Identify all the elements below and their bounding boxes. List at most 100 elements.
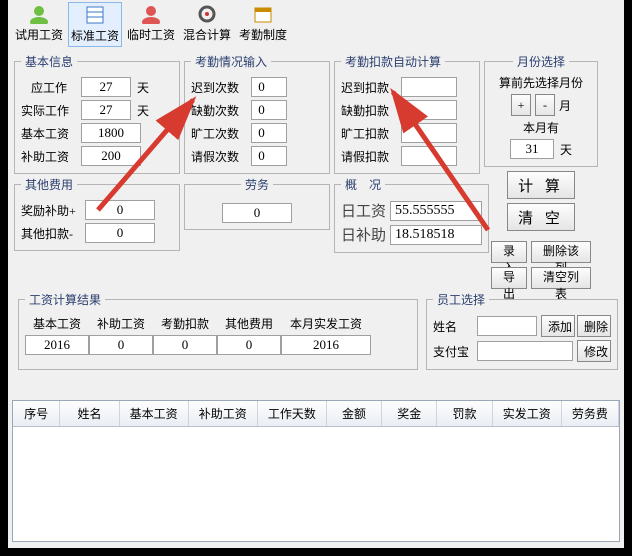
results-other (217, 335, 281, 355)
unit-month: 月 (559, 97, 571, 114)
toolbar-label: 考勤制度 (239, 28, 287, 42)
modify-button[interactable]: 修改 (577, 340, 611, 362)
calendar-icon (251, 4, 275, 24)
actual-work-input[interactable] (81, 100, 131, 120)
leave-count-input[interactable] (251, 146, 287, 166)
name-label: 姓名 (433, 318, 473, 335)
daily-subsidy-label: 日补助 (341, 224, 386, 245)
month-minus-button[interactable]: - (535, 94, 555, 116)
late-count-label: 迟到次数 (191, 79, 247, 96)
alipay-input[interactable] (477, 341, 573, 361)
table-header[interactable]: 基本工资 (120, 401, 189, 426)
unit-day: 天 (137, 102, 149, 119)
data-table[interactable]: 序号姓名基本工资补助工资工作天数金额奖金罚款实发工资劳务费 (12, 400, 620, 542)
toolbar-attendance-rules[interactable]: 考勤制度 (236, 2, 290, 47)
results-deduct (153, 335, 217, 355)
month-plus-button[interactable]: + (511, 94, 531, 116)
employee-group: 员工选择 姓名 添加删除 支付宝 修改 (426, 291, 618, 370)
leave-count-label: 请假次数 (191, 148, 247, 165)
absent-count-label: 缺勤次数 (191, 102, 247, 119)
clear-button[interactable]: 清 空 (507, 203, 575, 231)
month-legend: 月份选择 (513, 53, 569, 70)
add-button[interactable]: 添加 (541, 315, 575, 337)
bonus-label: 奖励补助+ (21, 202, 81, 219)
attendance-input-group: 考勤情况输入 迟到次数 缺勤次数 旷工次数 请假次数 (184, 53, 330, 174)
labor-group: 劳务 (184, 176, 330, 230)
table-header[interactable]: 实发工资 (493, 401, 562, 426)
absent-deduct-label: 缺勤扣款 (341, 102, 397, 119)
unit-day: 天 (137, 79, 149, 96)
absent-deduct-input[interactable] (401, 100, 457, 120)
leave-deduct-input[interactable] (401, 146, 457, 166)
late-deduct-input[interactable] (401, 77, 457, 97)
calc-button[interactable]: 计 算 (507, 171, 575, 199)
basic-info-legend: 基本信息 (21, 53, 77, 70)
other-deduct-input[interactable] (85, 223, 155, 243)
leave-deduct-label: 请假扣款 (341, 148, 397, 165)
other-fee-group: 其他费用 奖励补助+ 其他扣款- (14, 176, 180, 251)
overview-group: 概 况 日工资 日补助 (334, 176, 489, 253)
daily-salary-value (390, 201, 482, 221)
gear-icon (195, 4, 219, 24)
toolbar-standard-salary[interactable]: 标准工资 (68, 2, 122, 47)
person-icon (27, 4, 51, 24)
daily-subsidy-value (390, 225, 482, 245)
skip-deduct-input[interactable] (401, 123, 457, 143)
month-group: 月份选择 算前先选择月份 + - 月 本月有 天 (484, 53, 598, 167)
delete-button[interactable]: 删除 (577, 315, 611, 337)
bonus-input[interactable] (85, 200, 155, 220)
table-header[interactable]: 姓名 (60, 401, 119, 426)
base-salary-input[interactable] (81, 123, 141, 143)
month-note: 算前先选择月份 (491, 74, 591, 91)
table-header[interactable]: 金额 (327, 401, 382, 426)
base-salary-label: 基本工资 (21, 125, 77, 142)
late-count-input[interactable] (251, 77, 287, 97)
toolbar-trial-salary[interactable]: 试用工资 (12, 2, 66, 47)
results-h-other: 其他费用 (217, 315, 281, 332)
alipay-label: 支付宝 (433, 343, 473, 360)
name-input[interactable] (477, 316, 537, 336)
unit-day: 天 (560, 141, 572, 158)
deduction-legend: 考勤扣款自动计算 (341, 53, 445, 70)
toolbar-temp-salary[interactable]: 临时工资 (124, 2, 178, 47)
table-header[interactable]: 奖金 (382, 401, 437, 426)
table-header[interactable]: 补助工资 (189, 401, 258, 426)
basic-info-group: 基本信息 应工作天 实际工作天 基本工资 补助工资 (14, 53, 180, 174)
results-h-actual: 本月实发工资 (281, 315, 371, 332)
clear-list-button[interactable]: 清空列表 (531, 267, 591, 289)
actual-work-label: 实际工作 (21, 102, 77, 119)
results-legend: 工资计算结果 (25, 291, 105, 308)
this-month-label: 本月有 (491, 119, 591, 136)
delete-row-button[interactable]: 删除该列 (531, 241, 591, 263)
toolbar-label: 混合计算 (183, 28, 231, 42)
overview-legend: 概 况 (341, 176, 385, 193)
skip-count-input[interactable] (251, 123, 287, 143)
employee-legend: 员工选择 (433, 291, 489, 308)
results-h-subsidy: 补助工资 (89, 315, 153, 332)
should-work-input[interactable] (81, 77, 131, 97)
export-button[interactable]: 导出 (491, 267, 527, 289)
results-actual (281, 335, 371, 355)
toolbar-mixed-calc[interactable]: 混合计算 (180, 2, 234, 47)
table-header[interactable]: 序号 (13, 401, 60, 426)
results-base (25, 335, 89, 355)
deduction-group: 考勤扣款自动计算 迟到扣款 缺勤扣款 旷工扣款 请假扣款 (334, 53, 480, 174)
sheet-icon (83, 5, 107, 25)
person-red-icon (139, 4, 163, 24)
results-h-deduct: 考勤扣款 (153, 315, 217, 332)
labor-input[interactable] (222, 203, 292, 223)
subsidy-input[interactable] (81, 146, 141, 166)
other-deduct-label: 其他扣款- (21, 225, 81, 242)
table-header[interactable]: 劳务费 (562, 401, 619, 426)
table-header[interactable]: 工作天数 (258, 401, 327, 426)
table-header[interactable]: 罚款 (437, 401, 492, 426)
month-days-input[interactable] (510, 139, 554, 159)
results-group: 工资计算结果 基本工资 补助工资 考勤扣款 其他费用 本月实发工资 (18, 291, 418, 370)
skip-count-label: 旷工次数 (191, 125, 247, 142)
attendance-input-legend: 考勤情况输入 (191, 53, 271, 70)
daily-salary-label: 日工资 (341, 200, 386, 221)
late-deduct-label: 迟到扣款 (341, 79, 397, 96)
enter-button[interactable]: 录入 (491, 241, 527, 263)
toolbar-label: 临时工资 (127, 28, 175, 42)
absent-count-input[interactable] (251, 100, 287, 120)
